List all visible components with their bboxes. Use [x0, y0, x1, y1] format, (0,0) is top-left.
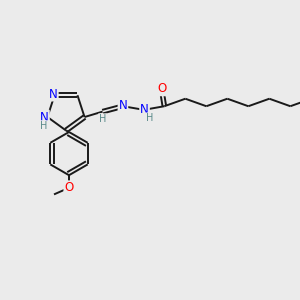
Text: O: O: [157, 82, 167, 95]
Text: N: N: [140, 103, 149, 116]
Text: H: H: [99, 114, 106, 124]
Text: N: N: [49, 88, 58, 100]
Text: H: H: [40, 121, 47, 131]
Text: N: N: [40, 110, 49, 124]
Text: N: N: [118, 99, 127, 112]
Text: O: O: [64, 181, 74, 194]
Text: H: H: [146, 113, 154, 123]
